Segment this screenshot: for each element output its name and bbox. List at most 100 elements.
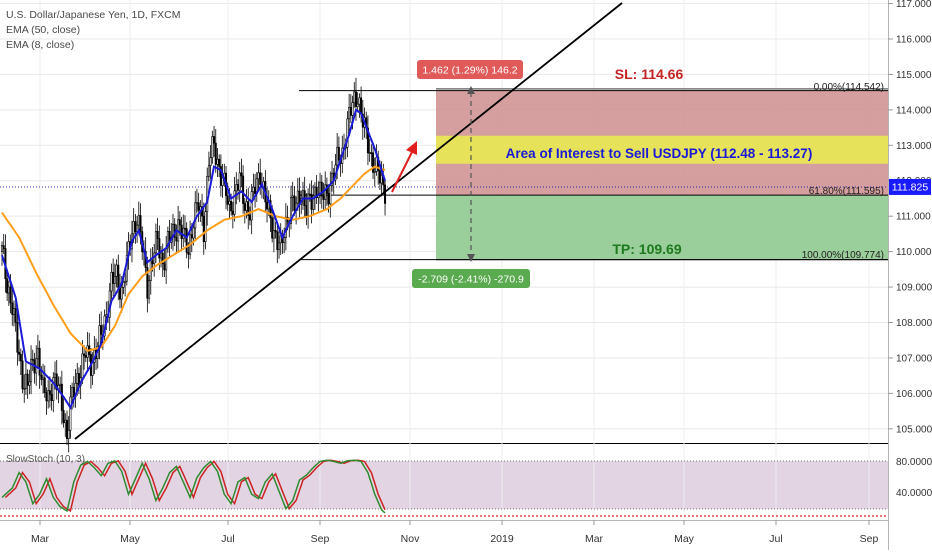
price-tick-label: 110.000 — [896, 247, 932, 258]
reward-badge-text: -2.709 (-2.41%) -270.9 — [418, 274, 524, 286]
candle-body — [139, 215, 142, 232]
price-tick-label: 108.000 — [896, 318, 932, 329]
candle-body — [45, 392, 48, 402]
stoch-tick-80: 80.0000 — [896, 457, 932, 468]
candle-body — [226, 195, 229, 205]
candle-body — [40, 374, 43, 380]
candle-body — [336, 146, 339, 166]
time-tick-label: Jul — [769, 533, 782, 545]
candle-body — [192, 227, 195, 239]
candle-body — [23, 388, 26, 390]
measure-arrow-icon — [467, 86, 475, 262]
candle-body — [351, 102, 354, 116]
candle-body — [182, 227, 185, 239]
candle-body — [313, 186, 316, 197]
candle-body — [52, 377, 55, 401]
symbol-title[interactable]: U.S. Dollar/Japanese Yen, 1D, FXCM — [6, 9, 181, 21]
candle-body — [0, 245, 3, 252]
candle-body — [252, 186, 255, 192]
candle-body — [185, 228, 188, 253]
candle-body — [308, 193, 311, 196]
candle-body — [6, 278, 9, 294]
time-axis[interactable]: Mar May Jul Sep Nov 2019 Mar May Jul Sep — [31, 520, 879, 545]
candle-body — [358, 97, 361, 105]
candle-body — [259, 172, 262, 185]
candle-body — [50, 394, 53, 401]
candle-body — [293, 195, 296, 211]
candle-body — [84, 355, 87, 358]
candle-body — [278, 242, 281, 250]
time-tick-label: Mar — [31, 533, 50, 545]
candle-body — [38, 347, 41, 376]
time-tick-label: Sep — [311, 533, 330, 545]
candle-body — [31, 358, 34, 361]
candle-body — [213, 136, 216, 144]
candle-body — [14, 308, 17, 323]
candle-body — [16, 322, 19, 353]
interest-label: Area of Interest to Sell USDJPY (112.48 … — [506, 146, 813, 161]
price-tick-label: 116.000 — [896, 34, 932, 45]
candle-body — [324, 184, 327, 200]
candle-body — [21, 360, 24, 390]
candle-body — [248, 215, 251, 221]
candle-body — [216, 158, 219, 165]
candle-body — [380, 175, 383, 184]
candle-body — [366, 127, 369, 154]
candle-body — [384, 184, 387, 204]
candle-body — [30, 358, 33, 383]
candle-body — [296, 190, 299, 204]
candle-body — [250, 191, 253, 221]
candle-body — [312, 195, 315, 210]
ema-slow-legend[interactable]: EMA (50, close) — [6, 24, 81, 36]
candle-body — [117, 264, 120, 289]
trend-line[interactable] — [74, 2, 623, 440]
candle-body — [43, 377, 46, 393]
candle-body — [180, 224, 183, 239]
candle-body — [206, 175, 209, 213]
risk-badge-text: 1.462 (1.29%) 146.2 — [422, 65, 517, 77]
candle-body — [137, 215, 140, 226]
candle-body — [120, 286, 123, 300]
candle-body — [81, 353, 84, 379]
ema-slow-line — [1, 165, 386, 353]
candle-body — [166, 231, 169, 249]
price-tick-label: 117.000 — [896, 0, 932, 10]
ema-fast-legend[interactable]: EMA (8, close) — [6, 39, 75, 51]
last-price-badge-text: 111.825 — [892, 181, 929, 193]
candle-body — [375, 156, 378, 172]
risk-badge — [417, 60, 523, 79]
candle-body — [161, 252, 164, 265]
candle-body — [257, 172, 260, 180]
candle-body — [7, 286, 10, 294]
candle-body — [60, 383, 63, 411]
candle-body — [272, 230, 275, 239]
candle-body — [348, 106, 351, 120]
candle-body — [356, 103, 359, 107]
candle-body — [156, 230, 159, 239]
candle-body — [67, 429, 70, 439]
candle-body — [59, 383, 62, 386]
time-tick-label: Sep — [860, 533, 879, 545]
candle-body — [240, 172, 243, 177]
candle-body — [24, 373, 27, 389]
candle-body — [233, 190, 236, 215]
candle-body — [146, 267, 149, 299]
candle-body — [134, 221, 137, 232]
candle-body — [158, 238, 161, 259]
candle-body — [271, 217, 274, 239]
candle-body — [160, 252, 163, 259]
candle-body — [100, 325, 103, 335]
price-tick-label: 114.000 — [896, 105, 932, 116]
candle-body — [26, 373, 29, 386]
candle-body — [197, 202, 200, 211]
candle-body — [153, 252, 156, 265]
candle-body — [54, 373, 57, 378]
price-axis[interactable]: 117.000116.000115.000114.000113.000112.0… — [888, 0, 932, 435]
candle-body — [207, 165, 210, 177]
price-tick-label: 115.000 — [896, 70, 932, 81]
candle-body — [190, 234, 193, 239]
candle-body — [175, 236, 178, 242]
price-tick-label: 109.000 — [896, 283, 932, 294]
candle-body — [266, 201, 269, 210]
